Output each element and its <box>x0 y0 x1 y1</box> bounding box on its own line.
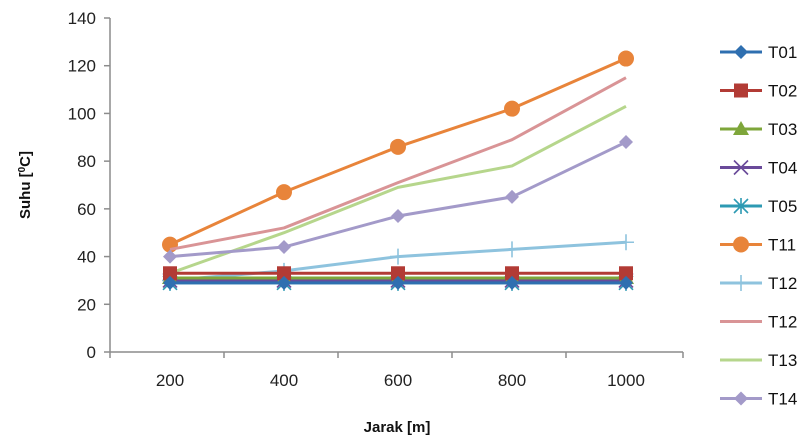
series-t01-0 <box>163 275 633 290</box>
legend-item: T01 <box>720 43 797 62</box>
data-point <box>504 241 520 258</box>
data-point <box>505 189 519 204</box>
y-tick-label: 0 <box>87 343 96 362</box>
legend-label: T02 <box>768 82 797 101</box>
y-axis-title-superscript: 0 <box>17 166 28 172</box>
legend-label: T12 <box>768 313 797 332</box>
series-t11-5 <box>162 50 634 253</box>
data-point <box>618 50 634 67</box>
legend-label: T14 <box>768 390 797 409</box>
x-tick-label: 200 <box>156 371 184 390</box>
legend-item: T11 <box>720 236 796 255</box>
x-tick-label: 600 <box>384 371 412 390</box>
series-line <box>169 140 627 259</box>
legend-swatch-marker <box>733 275 749 291</box>
x-tick-label: 400 <box>270 371 298 390</box>
series-t14-9 <box>163 135 633 264</box>
legend-item: T14 <box>720 390 797 409</box>
x-tick-label: 800 <box>498 371 526 390</box>
series-t13-8 <box>169 104 627 275</box>
legend-swatch-marker <box>733 236 749 253</box>
y-axis-title-suffix: C] <box>17 151 34 167</box>
legend-swatch-marker <box>733 121 749 135</box>
legend-swatch-marker <box>733 159 749 176</box>
legend-item: T03 <box>720 120 797 139</box>
data-point <box>277 266 291 281</box>
data-point <box>391 275 405 290</box>
x-tick-label: 1000 <box>607 371 645 390</box>
series-line <box>169 76 627 251</box>
legend: T01 T02 T03 T04 T05 T11 T12 T12 T13 T14 <box>720 43 797 409</box>
data-point <box>619 266 633 281</box>
data-point <box>163 275 177 290</box>
series-group <box>162 50 634 291</box>
data-point <box>163 249 177 264</box>
data-point <box>277 240 291 255</box>
legend-swatch-marker <box>733 198 749 214</box>
data-point <box>505 266 519 281</box>
legend-label: T12 <box>768 274 797 293</box>
legend-item: T13 <box>720 351 797 370</box>
series-t02-1 <box>163 266 633 281</box>
y-tick-label: 80 <box>77 152 96 171</box>
data-point <box>163 266 177 281</box>
data-point <box>390 248 406 265</box>
legend-item: T12 <box>720 313 797 332</box>
legend-item: T05 <box>720 197 797 216</box>
y-axis-title: Suhu [0C] <box>17 151 35 219</box>
y-tick-label: 40 <box>77 248 96 267</box>
legend-swatch-marker <box>734 45 748 59</box>
data-point <box>277 275 291 290</box>
legend-label: T05 <box>768 197 797 216</box>
x-axis: 200 400 600 800 1000 <box>109 351 684 390</box>
data-point <box>391 266 405 281</box>
series-line <box>169 104 627 275</box>
data-point <box>276 184 292 201</box>
legend-label: T11 <box>768 236 796 255</box>
series-t12-7 <box>169 76 627 251</box>
legend-label: T04 <box>768 159 797 178</box>
legend-label: T13 <box>768 351 797 370</box>
legend-item: T12 <box>720 274 797 293</box>
legend-label: T03 <box>768 120 797 139</box>
y-tick-label: 60 <box>77 200 96 219</box>
data-point <box>619 275 633 290</box>
data-point <box>505 275 519 290</box>
legend-swatch-marker <box>734 83 748 98</box>
y-tick-label: 120 <box>68 57 96 76</box>
data-point <box>504 100 520 117</box>
y-axis: 0 20 40 60 80 100 120 140 <box>68 9 111 362</box>
y-tick-label: 140 <box>68 9 96 28</box>
x-axis-title: Jarak [m] <box>364 419 431 436</box>
legend-swatch-marker <box>734 391 748 406</box>
legend-label: T01 <box>768 43 797 62</box>
data-point <box>390 138 406 155</box>
y-tick-label: 100 <box>68 104 96 123</box>
legend-item: T02 <box>720 82 797 101</box>
y-axis-title-prefix: Suhu [ <box>17 172 34 219</box>
data-point <box>619 135 633 150</box>
y-tick-label: 20 <box>77 295 96 314</box>
legend-item: T04 <box>720 159 797 178</box>
data-point <box>391 209 405 224</box>
data-point <box>618 234 634 251</box>
